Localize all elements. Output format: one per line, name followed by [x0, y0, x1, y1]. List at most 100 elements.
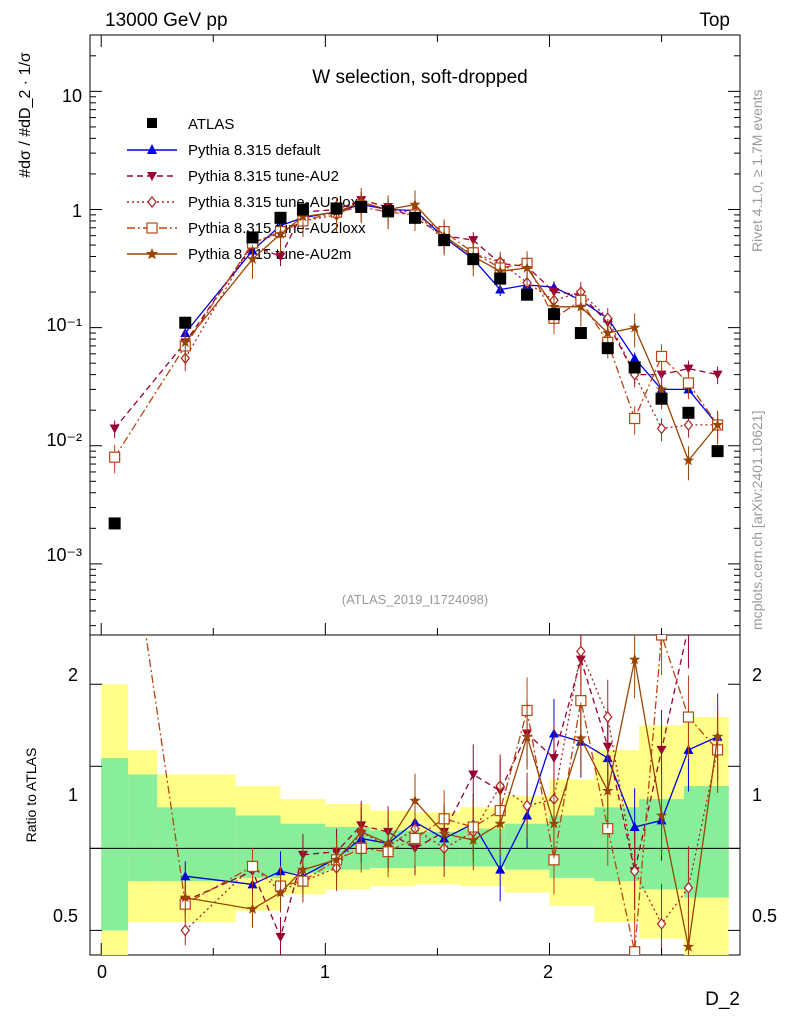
ratio-point-pythia-8-315-tune-au2 [468, 770, 479, 780]
ratio-point-pythia-8-315-default [180, 871, 191, 881]
ratio-point-pythia-8-315-tune-au2loxx [409, 832, 421, 845]
y-tick-label-ratio-1: 1 [68, 785, 78, 805]
data-point-pythia-8-315-default [629, 353, 640, 363]
ratio-point-pythia-8-315-tune-au2lox [180, 924, 191, 937]
ratio-point-pythia-8-315-tune-au2lox [683, 881, 694, 894]
data-point-atlas [355, 200, 368, 213]
ratio-point-pythia-8-315-tune-au2lox [656, 917, 667, 930]
rivet-label: Rivet 4.1.0, ≥ 1.7M events [749, 89, 765, 252]
ratio-point-pythia-8-315-tune-au2m [274, 886, 287, 898]
legend-marker-au2loxx [146, 222, 158, 234]
data-point-pythia-8-315-tune-au2loxx [109, 451, 121, 463]
ratio-point-pythia-8-315-tune-au2m [655, 809, 668, 821]
x-tick-label-2: 2 [543, 962, 553, 982]
uncertainty-band-green [415, 831, 460, 867]
ratio-point-pythia-8-315-tune-au2loxx [246, 860, 259, 872]
data-point-pythia-8-315-tune-au2m [682, 454, 695, 466]
ratio-point-pythia-8-315-tune-au2loxx [682, 711, 695, 723]
data-point-atlas [682, 406, 695, 419]
data-point-pythia-8-315-tune-au2 [683, 364, 694, 374]
ratio-point-pythia-8-315-tune-au2m [297, 863, 309, 875]
ratio-point-pythia-8-315-tune-au2m [628, 653, 641, 665]
ratio-point-pythia-8-315-tune-au2m [682, 940, 695, 952]
uncertainty-band-green [235, 815, 281, 878]
y-tick-label-main-1: 1 [72, 201, 82, 221]
data-point-pythia-8-315-tune-au2 [656, 370, 667, 380]
ratio-point-pythia-8-315-tune-au2m [494, 817, 506, 829]
ratio-point-pythia-8-315-tune-au2 [548, 754, 559, 764]
data-point-pythia-8-315-tune-au2 [275, 252, 286, 262]
y-tick-label-ratio-2-right: 2 [752, 665, 762, 685]
data-point-atlas [711, 445, 724, 458]
ratio-point-pythia-8-315-tune-au2m [711, 730, 724, 742]
y-tick-label-main-10: 10 [62, 86, 82, 106]
uncertainty-band-green [101, 758, 129, 931]
y-tick-label-ratio-1-right: 1 [752, 785, 762, 805]
analysis-watermark: (ATLAS_2019_I1724098) [342, 592, 488, 607]
data-point-atlas [382, 205, 395, 218]
legend-marker-au2 [147, 172, 157, 181]
y-axis-label-ratio: Ratio to ATLAS [23, 748, 39, 843]
data-point-pythia-8-315-tune-au2m [602, 327, 614, 338]
ratio-point-pythia-8-315-default [495, 864, 506, 874]
ratio-point-pythia-8-315-tune-au2lox [602, 711, 613, 724]
y-tick-label-ratio-0.5-right: 0.5 [752, 906, 777, 926]
ratio-point-pythia-8-315-tune-au2 [713, 286, 723, 295]
ratio-point-pythia-8-315-tune-au2m [246, 903, 259, 914]
header-energy: 13000 GeV pp [105, 10, 228, 31]
data-point-atlas [179, 316, 192, 329]
y-axis-label-main: #dσ / #dD_2 · 1/σ [17, 52, 34, 178]
ratio-point-pythia-8-315-tune-au2m [382, 837, 394, 849]
uncertainty-band-green [549, 815, 595, 878]
y-tick-label-ratio-2: 2 [68, 665, 78, 685]
ratio-point-pythia-8-315-tune-au2m [602, 784, 614, 796]
ratio-point-pythia-8-315-tune-au2lox [522, 799, 532, 812]
chart-title: W selection, soft-dropped [312, 67, 527, 88]
data-point-pythia-8-315-tune-au2m [575, 300, 587, 312]
ratio-point-pythia-8-315-tune-au2m [467, 834, 479, 845]
ratio-point-pythia-8-315-tune-au2lox [629, 865, 640, 878]
data-point-atlas [296, 203, 309, 216]
legend-marker-au2m [146, 248, 158, 259]
y-tick-label-main-1e-3: 10⁻³ [46, 545, 82, 565]
ratio-point-pythia-8-315-default [629, 822, 640, 831]
ratio-point-pythia-8-315-tune-au2m [179, 891, 191, 903]
uncertainty-band-green [157, 807, 236, 882]
ratio-point-pythia-8-315-tune-au2m [355, 825, 367, 837]
legend-marker-default [147, 144, 157, 154]
data-point-atlas [601, 342, 614, 355]
ratio-frame [89, 634, 741, 956]
legend: ATLAS Pythia 8.315 default Pythia 8.315 … [127, 116, 366, 263]
data-point-pythia-8-315-tune-au2loxx [682, 377, 695, 389]
data-point-atlas [467, 253, 480, 266]
ratio-plot-area [90, 286, 740, 955]
legend-label-default: Pythia 8.315 default [188, 142, 321, 159]
legend-label-au2m: Pythia 8.315 tune-AU2m [188, 246, 351, 263]
ratio-point-pythia-8-315-tune-au2m [438, 827, 450, 839]
ratio-point-pythia-8-315-tune-au2loxx [655, 635, 668, 641]
legend-label-au2: Pythia 8.315 tune-AU2 [188, 168, 339, 185]
ratio-point-pythia-8-315-tune-au2 [275, 932, 286, 942]
mcplots-label: mcplots.cern.ch [arXiv:2401.10621] [749, 411, 765, 630]
data-point-pythia-8-315-tune-au2lox [683, 418, 694, 431]
header-process: Top [699, 10, 730, 31]
legend-label-au2lox: Pythia 8.315 tune-AU2lox [188, 194, 359, 211]
data-point-pythia-8-315-tune-au2m [409, 198, 421, 210]
y-tick-label-main-1e-1: 10⁻¹ [46, 315, 82, 335]
data-point-atlas [246, 231, 259, 244]
data-point-pythia-8-315-tune-au2m [246, 253, 259, 264]
data-point-pythia-8-315-tune-au2m [711, 418, 724, 430]
ratio-point-pythia-8-315-tune-au2m [409, 794, 421, 806]
ratio-point-pythia-8-315-tune-au2 [683, 623, 693, 632]
data-point-pythia-8-315-tune-au2lox [656, 422, 667, 435]
data-point-atlas [628, 361, 641, 374]
y-tick-label-ratio-0.5: 0.5 [53, 906, 78, 926]
y-tick-label-main-1e-2: 10⁻² [46, 430, 82, 450]
data-point-pythia-8-315-tune-au2m [628, 321, 641, 333]
x-tick-label-0: 0 [97, 962, 107, 982]
data-point-atlas [574, 327, 587, 340]
data-point-atlas [494, 272, 507, 285]
chart-marks [90, 34, 740, 955]
data-point-pythia-8-315-tune-au2m [274, 228, 287, 239]
data-point-pythia-8-315-tune-au2m [494, 265, 506, 277]
